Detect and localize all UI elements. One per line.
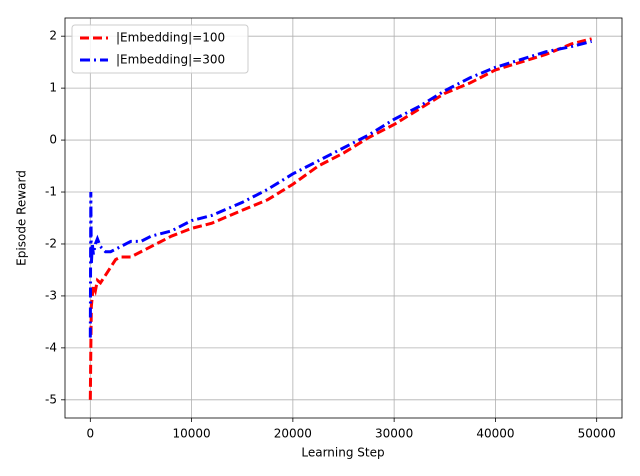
legend-box (71, 24, 249, 74)
y-tick-label: -2 (45, 236, 57, 250)
x-tick-label: 30000 (375, 427, 413, 441)
y-axis-label: Episode Reward (15, 170, 29, 266)
legend-label: |Embedding|=300 (116, 53, 225, 67)
x-tick-label: 0 (86, 427, 94, 441)
y-tick-label: 0 (49, 133, 57, 147)
x-tick-label: 40000 (476, 427, 514, 441)
y-tick-label: 1 (49, 81, 57, 95)
y-tick-label: -3 (45, 288, 57, 302)
y-tick-label: -1 (45, 185, 57, 199)
y-tick-label: -4 (45, 340, 57, 354)
x-tick-label: 50000 (578, 427, 616, 441)
legend-label: |Embedding|=100 (116, 31, 225, 45)
series-line (88, 39, 592, 338)
series-line (88, 37, 592, 400)
x-tick-label: 10000 (172, 427, 210, 441)
x-tick-label: 20000 (274, 427, 312, 441)
x-axis-label: Learning Step (301, 446, 384, 460)
y-tick-label: -5 (45, 392, 57, 406)
plot-frame (64, 17, 623, 419)
y-tick-label: 2 (49, 29, 57, 43)
